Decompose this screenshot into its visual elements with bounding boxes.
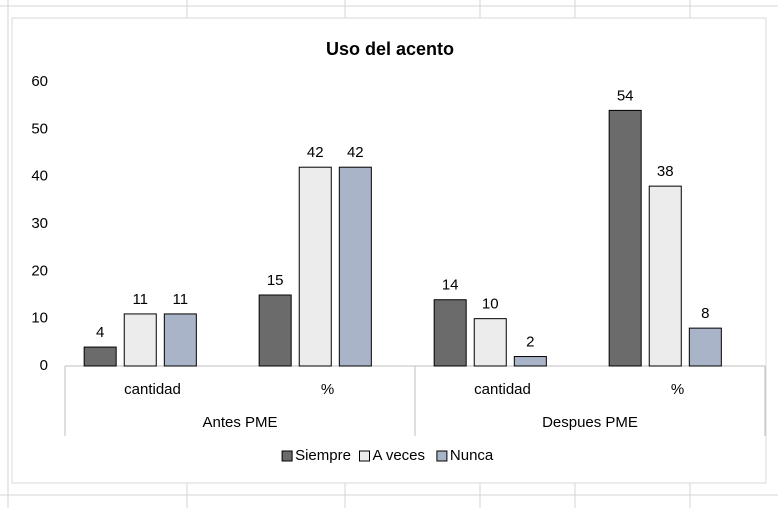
bar — [688, 327, 722, 367]
bar — [473, 318, 507, 367]
y-tick-label: 30 — [31, 215, 48, 232]
legend-label: A veces — [373, 447, 426, 464]
bar — [123, 313, 157, 367]
chart-title: Uso del acento — [326, 39, 454, 59]
data-label: 10 — [482, 296, 499, 313]
group-label: Antes PME — [202, 414, 277, 431]
data-label: 14 — [442, 277, 459, 294]
y-tick-label: 20 — [31, 262, 48, 279]
bar — [83, 346, 117, 367]
bar — [648, 185, 682, 367]
bar — [338, 166, 372, 367]
data-label: 2 — [526, 334, 534, 351]
x-tick-label: cantidad — [124, 381, 181, 398]
bar — [298, 166, 332, 367]
x-tick-label: % — [321, 381, 334, 398]
x-tick-label: cantidad — [474, 381, 531, 398]
y-tick-label: 40 — [31, 168, 48, 185]
legend-swatch — [359, 450, 370, 462]
legend-label: Siempre — [295, 447, 351, 464]
bar — [608, 109, 642, 367]
data-label: 54 — [617, 87, 634, 104]
y-tick-label: 50 — [31, 120, 48, 137]
data-label: 42 — [307, 144, 324, 161]
legend-swatch — [436, 450, 448, 462]
data-label: 15 — [267, 272, 284, 289]
legend-swatch — [281, 450, 293, 462]
bar — [163, 313, 197, 367]
data-label: 4 — [96, 324, 104, 341]
bar — [258, 294, 292, 367]
data-label: 8 — [701, 305, 709, 322]
group-label: Despues PME — [542, 414, 638, 431]
bar — [433, 299, 467, 367]
data-label: 42 — [347, 144, 364, 161]
data-label: 11 — [173, 291, 189, 308]
bar — [513, 356, 547, 367]
data-label: 11 — [132, 291, 148, 308]
data-label: 38 — [657, 163, 674, 180]
y-tick-label: 60 — [31, 73, 48, 90]
legend-label: Nunca — [450, 447, 494, 464]
x-tick-label: % — [671, 381, 684, 398]
y-tick-label: 10 — [31, 310, 48, 327]
y-tick-label: 0 — [40, 357, 48, 374]
